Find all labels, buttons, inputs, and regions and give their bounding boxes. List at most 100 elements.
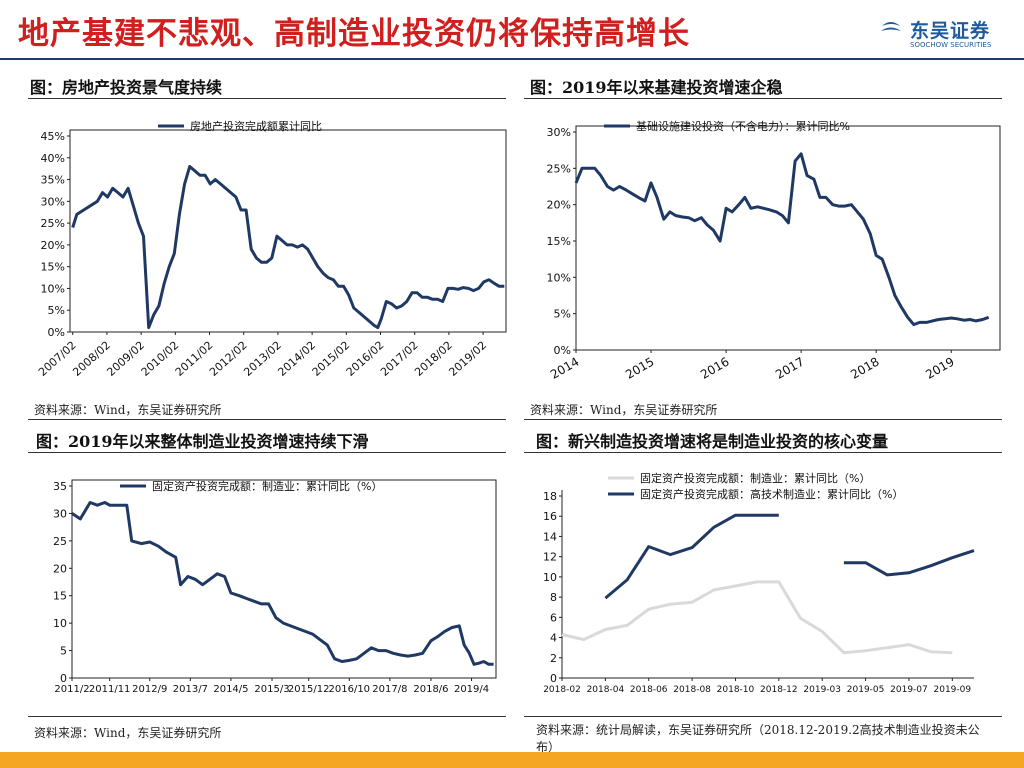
x-tick-label: 2018-10 [717,685,755,695]
x-tick-label: 2015 [623,354,656,381]
y-tick-label: 30% [547,126,571,139]
legend-label: 基础设施建设投资（不含电力）：累计同比% [636,119,850,133]
x-tick-label: 2019-07 [890,685,928,695]
x-tick-label: 2018 [848,354,881,381]
panel-3-title: 图：2019年以来整体制造业投资增速持续下滑 [36,432,369,451]
panel-2-source: 资料来源：Wind，东吴证券研究所 [530,403,718,417]
x-tick-label: 2017 [773,354,806,381]
y-tick-label: 45% [41,130,65,143]
y-tick-label: 5% [48,304,65,317]
chart-real-estate-investment: 0%5%10%15%20%25%30%35%40%45%2007/022008/… [36,119,507,379]
panel-4-title: 图：新兴制造投资增速将是制造业投资的核心变量 [536,432,889,451]
panel-3-rule [28,452,506,453]
x-tick-label: 2018-08 [673,685,711,695]
y-tick-label: 0 [550,672,557,685]
x-tick-label: 2015/3 [254,684,289,695]
y-tick-label: 30% [41,195,65,208]
x-tick-label: 2013/7 [173,684,208,695]
x-tick-label: 2011/11 [89,684,131,695]
x-tick-label: 2019/02 [446,339,489,379]
y-tick-label: 35 [53,480,67,493]
x-tick-label: 2016 [698,354,731,381]
y-tick-label: 35% [41,174,65,187]
x-tick-label: 2017/8 [372,684,407,695]
x-tick-label: 2018-02 [543,685,581,695]
series-line-0 [574,152,990,327]
panel-2-rule [524,98,1002,99]
x-tick-label: 2018-04 [587,685,625,695]
plot-frame [71,479,497,679]
y-tick-label: 12 [543,551,557,564]
y-tick-label: 0% [48,326,65,339]
panel-3-source: 资料来源：Wind，东吴证券研究所 [34,726,222,740]
y-tick-label: 25% [547,162,571,175]
y-tick-label: 4 [550,632,557,645]
y-tick-label: 10% [41,282,65,295]
y-tick-label: 10% [547,271,571,284]
title-rule [0,58,1024,60]
y-tick-label: 16 [543,510,557,523]
chart-high-tech-manufacturing-investment: 0 2 4 6 8 10 12 14 16 18 2018-02 2018-04 2018-06 2018… [543,471,975,695]
y-tick-label: 0% [554,344,571,357]
panel-1-title: 图：房地产投资景气度持续 [30,78,223,97]
series-line-0 [561,580,953,655]
y-tick-label: 14 [543,530,557,543]
chart-infrastructure-investment: 0% 5% 10% 15% 20% 25% 30% 2014 2015 2016 2017 2018 2… [547,119,1001,382]
x-tick-label: 2019-05 [847,685,885,695]
x-tick-label: 2018-06 [630,685,668,695]
y-tick-label: 25% [41,217,65,230]
y-tick-label: 10 [53,617,67,630]
panel-4-bottom-rule [524,716,1002,717]
y-tick-label: 20% [41,239,65,252]
plot-frame [575,125,1001,351]
footer-bar [0,752,1024,768]
x-tick-label: 2019-03 [803,685,841,695]
x-tick-label: 2015/12 [288,684,330,695]
y-tick-label: 18 [543,490,557,503]
y-tick-label: 2 [550,652,557,665]
y-tick-label: 5% [554,308,571,321]
slide-title: 地产基建不悲观、高制造业投资仍将保持高增长 [18,16,690,52]
y-tick-label: 40% [41,152,65,165]
company-logo: 东吴证券 SOOCHOW SECURITIES [878,16,1018,56]
panel-1-rule [28,98,506,99]
y-tick-label: 30 [53,507,67,520]
y-tick-label: 6 [550,611,557,624]
series-line-1 [604,513,779,600]
logo-mark-icon [878,18,904,48]
x-tick-label: 2018/6 [413,684,448,695]
series-line-1 [843,549,975,577]
y-tick-label: 10 [543,571,557,584]
x-tick-label: 2019/4 [454,684,489,695]
series-line-0 [71,165,505,330]
x-tick-label: 2011/2 [54,684,89,695]
x-tick-label: 2012/9 [132,684,167,695]
x-tick-label: 2019-09 [934,685,972,695]
chart-manufacturing-investment: 0 5 10 15 20 25 30 35 2011/2 2011/11 2012/9 2013/7 2… [53,479,497,695]
x-tick-label: 2016/10 [329,684,371,695]
panel-4-source: 资料来源：统计局解读，东吴证券研究所（2018.12-2019.2高技术制造业投… [536,723,980,754]
y-tick-label: 5 [60,645,67,658]
logo-english: SOOCHOW SECURITIES [910,41,992,49]
y-tick-label: 20% [547,199,571,212]
y-tick-label: 25 [53,535,67,548]
legend-label: 固定资产投资完成额：制造业：累计同比（%） [640,471,870,485]
logo-name: 东吴证券 [910,20,991,42]
panel-1-source: 资料来源：Wind，东吴证券研究所 [34,403,222,417]
panel-2-title: 图：2019年以来基建投资增速企稳 [530,78,783,97]
panel-3-bottom-rule [28,716,506,717]
y-tick-label: 15% [41,261,65,274]
y-tick-label: 20 [53,562,67,575]
y-tick-label: 8 [550,591,557,604]
legend-label: 固定资产投资完成额：高技术制造业：累计同比（%） [640,487,903,501]
y-tick-label: 15% [547,235,571,248]
x-tick-label: 2018-12 [760,685,798,695]
legend-label: 固定资产投资完成额：制造业：累计同比（%） [152,479,382,493]
panel-2-bottom-rule [524,419,1002,420]
panel-1-bottom-rule [28,419,506,420]
y-tick-label: 15 [53,590,67,603]
x-tick-label: 2014/5 [213,684,248,695]
x-tick-label: 2019 [923,354,956,381]
plot-frame [69,129,507,333]
series-line-0 [71,501,494,666]
